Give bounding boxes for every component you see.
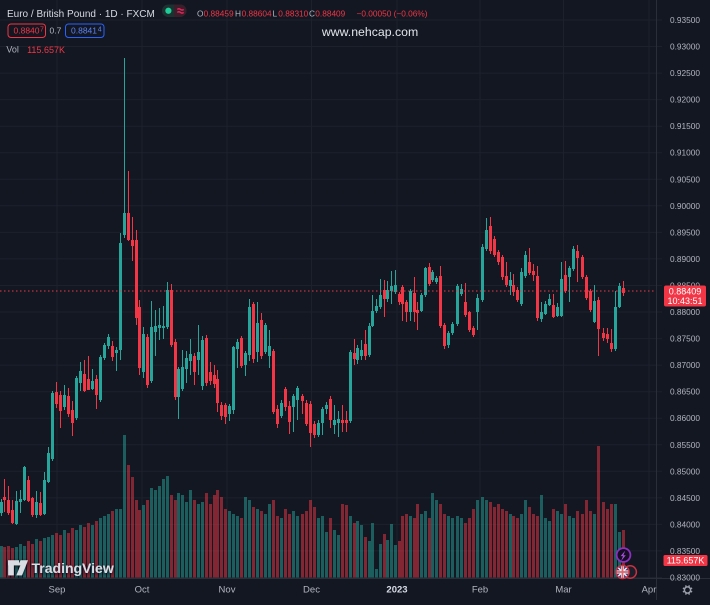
svg-text:115.657K: 115.657K [667,556,705,566]
svg-text:0.8840: 0.8840 [14,26,40,36]
svg-text:0.85000: 0.85000 [670,466,700,476]
svg-text:0.7: 0.7 [50,26,62,36]
svg-text:0.85500: 0.85500 [670,440,700,450]
svg-text:Vol: Vol [6,45,19,55]
svg-text:0.93000: 0.93000 [670,42,700,52]
svg-text:Feb: Feb [472,585,488,596]
svg-text:0.90500: 0.90500 [670,174,700,184]
svg-text:www.nehcap.com: www.nehcap.com [321,25,418,39]
svg-text:0.89000: 0.89000 [670,254,700,264]
svg-text:Apr: Apr [642,585,657,596]
svg-text:115.657K: 115.657K [27,45,65,55]
svg-text:Nov: Nov [219,585,236,596]
svg-text:0.84000: 0.84000 [670,519,700,529]
svg-text:0.90000: 0.90000 [670,201,700,211]
svg-text:0.88604: 0.88604 [242,9,272,19]
svg-text:0.8841: 0.8841 [71,26,97,36]
svg-text:Dec: Dec [303,585,320,596]
svg-text:7: 7 [40,27,44,34]
svg-text:0.88459: 0.88459 [204,9,234,19]
svg-text:0.87000: 0.87000 [670,360,700,370]
svg-text:0.86500: 0.86500 [670,387,700,397]
svg-text:0.86000: 0.86000 [670,413,700,423]
svg-text:C: C [309,9,315,19]
svg-text:4: 4 [98,27,102,34]
svg-text:O: O [197,9,204,19]
svg-text:0.91500: 0.91500 [670,121,700,131]
svg-text:Sep: Sep [49,585,66,596]
svg-text:Mar: Mar [555,585,571,596]
svg-text:0.83500: 0.83500 [670,546,700,556]
svg-text:Oct: Oct [135,585,150,596]
svg-text:0.88409: 0.88409 [669,287,702,297]
svg-text:0.88310: 0.88310 [278,9,308,19]
svg-text:L: L [273,9,278,19]
svg-text:0.92500: 0.92500 [670,68,700,78]
svg-text:H: H [235,9,241,19]
svg-text:0.83000: 0.83000 [670,573,700,583]
svg-text:−0.00050 (−0.06%): −0.00050 (−0.06%) [357,9,428,19]
svg-text:TradingView: TradingView [32,560,114,576]
svg-text:0.92000: 0.92000 [670,95,700,105]
svg-text:2023: 2023 [386,585,407,596]
svg-text:0.93500: 0.93500 [670,15,700,25]
svg-text:0.88000: 0.88000 [670,307,700,317]
svg-text:Euro / British Pound · 1D · FX: Euro / British Pound · 1D · FXCM [7,9,155,20]
svg-text:0.91000: 0.91000 [670,148,700,158]
svg-text:0.84500: 0.84500 [670,493,700,503]
svg-text:0.87500: 0.87500 [670,334,700,344]
svg-text:10:43:51: 10:43:51 [667,296,702,306]
svg-text:0.88409: 0.88409 [315,9,345,19]
svg-text:0.89500: 0.89500 [670,227,700,237]
